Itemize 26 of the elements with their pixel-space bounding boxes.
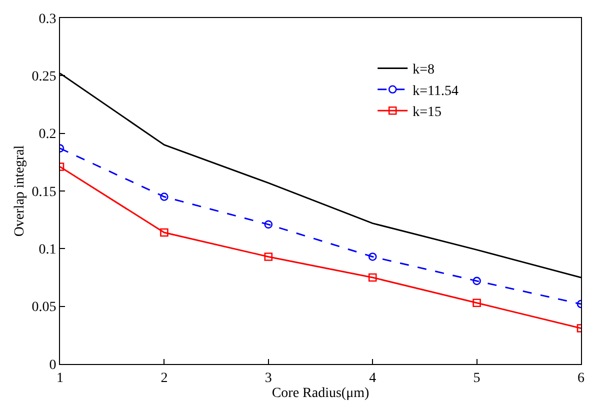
y-tick-label: 0.25 [32,70,56,85]
x-tick-label: 2 [160,370,168,386]
legend-label: k=11.54 [412,84,458,99]
point [160,192,168,201]
y-tick-label: 0.15 [32,184,56,200]
x-tick-label: 3 [264,370,272,386]
y-axis-title: Overlap integral [12,145,28,237]
point [472,276,481,286]
legend-label: k=15 [412,105,442,120]
point [264,220,273,229]
x-tick-label: 5 [473,370,480,386]
y-tick-label: 0.1 [38,242,56,258]
point [264,252,273,261]
y-tick-label: 0.2 [38,127,56,142]
point [368,273,377,282]
x-tick-label: 4 [369,370,376,386]
y-tick-label: 0.3 [38,12,56,27]
y-tick-label: 0.05 [32,300,56,316]
point [472,298,481,308]
x-tick-label: 1 [56,370,64,386]
x-tick-label: 6 [578,370,584,386]
point [160,228,168,237]
x-axis-title: Core Radius(μm) [272,386,370,402]
y-tick-label: 0 [49,358,56,373]
legend-label: k=8 [412,62,435,78]
point [368,252,377,261]
